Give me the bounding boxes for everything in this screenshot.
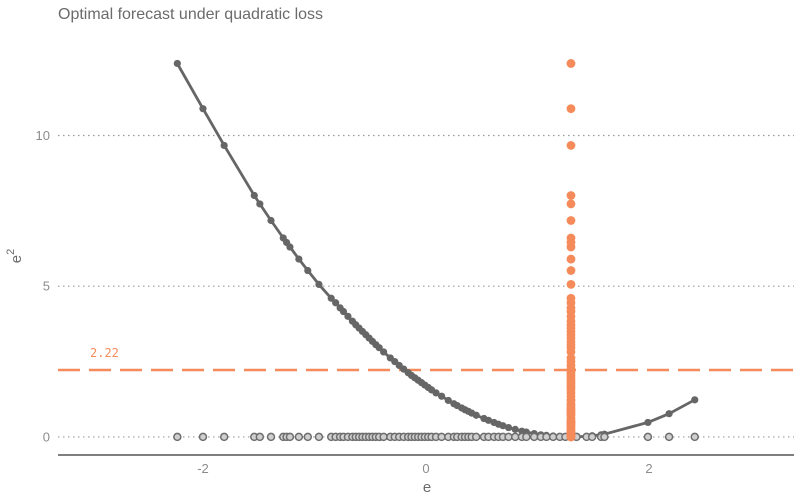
- error-rug-point: [690, 432, 700, 442]
- loss-curve-point: [199, 105, 207, 113]
- axes: 0 5 10 -2 0 2: [36, 128, 794, 476]
- optimal-loss-point: [566, 279, 576, 289]
- y-axis-title-superscript: 2: [5, 249, 17, 255]
- loss-curve-group: [173, 59, 699, 441]
- y-tick-label: 5: [43, 279, 50, 294]
- optimal-loss-point: [566, 216, 576, 225]
- error-rug-point: [173, 432, 182, 442]
- loss-curve-point: [432, 389, 440, 397]
- optimal-loss-point: [566, 409, 576, 419]
- loss-curve-point: [380, 348, 388, 356]
- error-rug-point: [587, 432, 597, 442]
- error-rug-point: [255, 432, 265, 442]
- error-rug-point: [219, 432, 229, 442]
- optimal-loss-point: [566, 242, 576, 252]
- loss-curve-point: [644, 418, 652, 427]
- loss-curve-point: [286, 243, 294, 251]
- optimal-loss-point: [566, 395, 576, 405]
- optimal-loss-point: [566, 59, 576, 68]
- optimal-loss-point: [566, 104, 576, 114]
- error-rug-point: [664, 432, 674, 442]
- loss-curve-point: [691, 396, 699, 404]
- error-rug-point: [266, 432, 276, 442]
- optimal-forecast-losses-group: [566, 59, 576, 442]
- loss-curve-point: [256, 200, 264, 208]
- loss-curve-point: [499, 422, 507, 430]
- x-tick-label: 2: [645, 461, 652, 476]
- optimal-loss-point: [566, 191, 576, 200]
- optimal-loss-point: [566, 266, 576, 275]
- grid: [58, 134, 794, 438]
- chart-title: Optimal forecast under quadratic loss: [58, 6, 323, 23]
- optimal-loss-point: [566, 429, 576, 439]
- error-rug-point: [294, 432, 304, 442]
- loss-curve-point: [327, 294, 335, 302]
- loss-curve-point: [511, 425, 519, 433]
- loss-curve-point: [504, 423, 513, 432]
- error-rug-point: [600, 432, 609, 442]
- x-tick-label: -2: [197, 461, 209, 476]
- loss-curve-point: [472, 411, 480, 419]
- loss-curve-point: [250, 191, 258, 200]
- optimal-loss-point: [566, 199, 576, 209]
- loss-curve-point: [220, 141, 228, 150]
- error-rug-point: [303, 432, 313, 442]
- y-tick-label: 0: [43, 429, 50, 444]
- error-rug-point: [522, 432, 531, 442]
- x-axis-title: e: [423, 479, 431, 496]
- loss-curve-point: [304, 266, 312, 275]
- optimal-loss-point: [566, 418, 576, 427]
- y-axis-title-base: e: [8, 255, 25, 263]
- y-axis-title: e2: [5, 249, 25, 263]
- optimal-loss-point: [566, 347, 576, 357]
- optimal-loss-point: [566, 254, 576, 264]
- error-rug-group: [173, 432, 700, 442]
- loss-curve-point: [173, 59, 181, 68]
- loss-curve-point: [315, 280, 323, 288]
- x-tick-label: 0: [422, 461, 429, 476]
- loss-curve-point: [339, 307, 348, 316]
- loss-curve-line: [176, 62, 696, 439]
- loss-curve-point: [665, 410, 673, 418]
- error-rug-point: [471, 432, 481, 442]
- error-rug-point: [198, 432, 208, 442]
- y-tick-label: 10: [36, 128, 50, 143]
- reference-line-group: 2.22: [58, 346, 794, 372]
- loss-curve-point: [444, 396, 452, 405]
- loss-curve-point: [267, 216, 275, 225]
- loss-curve-point: [332, 299, 340, 307]
- loss-curve-point: [438, 392, 446, 400]
- reference-line-label: 2.22: [90, 346, 119, 360]
- loss-curve-point: [295, 255, 303, 263]
- loss-curve-point: [484, 416, 493, 424]
- error-rug-point: [285, 432, 295, 442]
- error-rug-point: [643, 432, 653, 442]
- error-rug-point: [314, 432, 324, 442]
- optimal-loss-point: [566, 141, 576, 150]
- loss-curve-point: [344, 312, 352, 320]
